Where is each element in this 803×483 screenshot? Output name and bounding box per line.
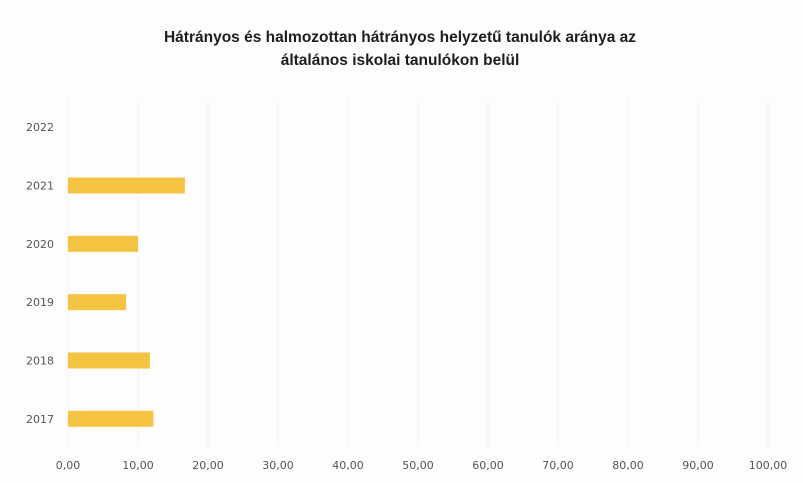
y-tick-label: 2017 [26, 413, 54, 426]
bar-2020 [68, 235, 138, 252]
x-tick-label: 60,00 [472, 459, 504, 472]
bar-2021 [68, 177, 185, 194]
x-tick-label: 30,00 [262, 459, 294, 472]
y-tick-label: 2021 [26, 180, 54, 193]
y-tick-label: 2022 [26, 121, 54, 134]
y-tick-label: 2019 [26, 296, 54, 309]
bar-2017 [68, 410, 154, 427]
bar-2019 [68, 294, 127, 311]
x-tick-label: 10,00 [122, 459, 154, 472]
x-tick-label: 50,00 [402, 459, 434, 472]
x-tick-label: 0,00 [56, 459, 81, 472]
x-tick-label: 100,00 [749, 459, 788, 472]
y-tick-label: 2018 [26, 355, 54, 368]
chart-title: Hátrányos és halmozottan hátrányos helyz… [90, 26, 710, 72]
x-tick-label: 40,00 [332, 459, 364, 472]
x-tick-label: 20,00 [192, 459, 224, 472]
x-tick-label: 70,00 [542, 459, 574, 472]
bar-2018 [68, 352, 150, 369]
y-tick-label: 2020 [26, 238, 54, 251]
chart-title-line-1: Hátrányos és halmozottan hátrányos helyz… [163, 29, 637, 46]
chart-title-line-2: általános iskolai tanulókon belül [280, 52, 520, 69]
x-tick-label: 90,00 [682, 459, 714, 472]
x-tick-label: 80,00 [612, 459, 644, 472]
